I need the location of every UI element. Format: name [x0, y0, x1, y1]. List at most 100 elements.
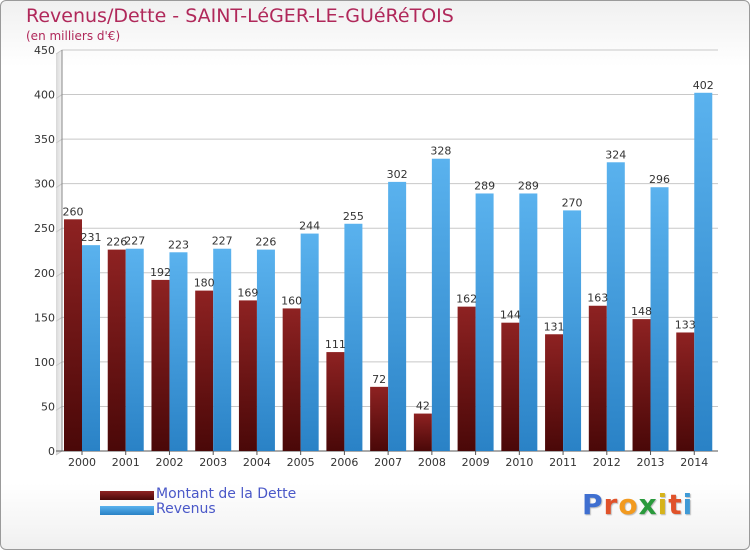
gridline-wall	[55, 361, 63, 367]
value-label-revenus: 402	[693, 79, 714, 92]
value-label-revenus: 231	[81, 231, 102, 244]
y-tick-label: 50	[41, 400, 55, 413]
bar-revenus	[344, 223, 363, 451]
value-label-revenus: 227	[124, 235, 145, 248]
x-tick-label: 2010	[505, 456, 533, 469]
value-label-dette: 160	[281, 294, 302, 307]
chart-title: Revenus/Dette - SAINT-LéGER-LE-GUéRéTOIS	[26, 5, 454, 27]
value-label-dette: 131	[544, 320, 565, 333]
value-label-dette: 192	[150, 266, 171, 279]
value-label-dette: 163	[587, 292, 608, 305]
bar-dette	[64, 219, 82, 451]
value-label-revenus: 223	[168, 238, 189, 251]
value-label-revenus: 226	[255, 236, 276, 249]
bar-revenus	[300, 233, 319, 451]
legend-swatch-dette	[100, 491, 154, 500]
x-tick-label: 2012	[593, 456, 621, 469]
plot-side-wall	[56, 50, 62, 455]
legend-swatch-revenus	[100, 506, 154, 515]
bar-dette	[282, 308, 301, 451]
bar-revenus	[431, 158, 450, 451]
value-label-dette: 133	[675, 318, 696, 331]
value-label-revenus: 270	[562, 196, 583, 209]
bar-revenus	[82, 245, 100, 451]
y-tick-label: 400	[34, 89, 55, 102]
x-tick-label: 2006	[330, 456, 358, 469]
bar-revenus	[125, 248, 144, 451]
legend-label-revenus: Revenus	[156, 501, 216, 517]
y-tick-label: 200	[34, 267, 55, 280]
value-label-revenus: 289	[518, 179, 539, 192]
value-label-dette: 148	[631, 305, 652, 318]
gridline-wall	[55, 272, 63, 278]
logo-letter: P	[582, 488, 604, 521]
bar-dette	[370, 386, 389, 451]
bar-revenus	[388, 181, 407, 451]
y-tick-label: 300	[34, 178, 55, 191]
x-tick-label: 2013	[637, 456, 665, 469]
x-tick-label: 2008	[418, 456, 446, 469]
bar-revenus	[256, 249, 275, 451]
bar-dette	[457, 306, 476, 451]
gridline-wall	[55, 316, 63, 322]
chart-subtitle: (en milliers d'€)	[26, 29, 121, 43]
value-label-dette: 144	[500, 309, 521, 322]
x-tick-label: 2014	[680, 456, 708, 469]
bar-dette	[151, 279, 170, 451]
gridline-wall	[55, 138, 63, 144]
bar-dette	[632, 319, 651, 451]
x-tick-label: 2001	[112, 456, 140, 469]
proxiti-logo: Proxiti	[582, 488, 693, 521]
value-label-revenus: 289	[474, 179, 495, 192]
logo-letter: i	[657, 488, 669, 521]
logo-letter: i	[682, 488, 694, 521]
x-tick-label: 2009	[462, 456, 490, 469]
x-tick-label: 2007	[374, 456, 402, 469]
bar-dette	[238, 300, 257, 451]
value-label-revenus: 302	[387, 168, 408, 181]
gridline-wall	[55, 183, 63, 189]
x-tick-label: 2004	[243, 456, 271, 469]
y-tick-label: 100	[34, 356, 55, 369]
gridline-wall	[55, 94, 63, 99]
x-tick-label: 2003	[199, 456, 227, 469]
value-label-revenus: 328	[430, 145, 451, 158]
logo-letter: t	[668, 488, 683, 521]
legend-label-dette: Montant de la Dette	[156, 486, 297, 502]
value-label-dette: 72	[372, 373, 386, 386]
bar-revenus	[169, 252, 188, 451]
gridline-wall	[55, 49, 63, 55]
bar-revenus	[606, 162, 625, 451]
bar-dette	[326, 352, 345, 451]
x-tick-label: 2005	[287, 456, 315, 469]
logo-letter: o	[618, 488, 639, 521]
value-label-revenus: 296	[649, 173, 670, 186]
value-label-dette: 180	[194, 277, 215, 290]
bar-dette	[676, 332, 695, 451]
bar-revenus	[519, 193, 538, 452]
bar-dette	[413, 413, 432, 451]
value-label-dette: 260	[63, 205, 84, 218]
bar-dette	[107, 249, 126, 451]
x-tick-label: 2000	[68, 456, 96, 469]
bar-revenus	[213, 248, 232, 451]
y-tick-label: 250	[34, 222, 55, 235]
logo-letter: r	[603, 488, 619, 521]
bar-dette	[501, 322, 520, 451]
bar-dette	[195, 290, 214, 451]
value-label-revenus: 324	[605, 148, 626, 161]
bar-revenus	[563, 210, 582, 451]
value-label-dette: 169	[237, 286, 258, 299]
value-label-dette: 111	[325, 338, 346, 351]
y-tick-label: 350	[34, 133, 55, 146]
gridline-wall	[55, 450, 63, 456]
logo-letter: x	[638, 488, 658, 521]
x-tick-label: 2002	[155, 456, 183, 469]
bar-dette	[588, 305, 607, 451]
bar-revenus	[475, 193, 494, 452]
gridline-wall	[55, 406, 63, 411]
value-label-revenus: 255	[343, 210, 364, 223]
bar-revenus	[694, 92, 713, 452]
bar-dette	[545, 334, 564, 451]
